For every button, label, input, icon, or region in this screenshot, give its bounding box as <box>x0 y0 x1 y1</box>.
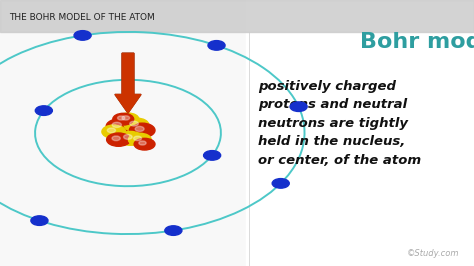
Text: Bohr model: Bohr model <box>360 32 474 52</box>
Circle shape <box>35 106 52 115</box>
Circle shape <box>106 119 133 134</box>
Circle shape <box>118 116 125 120</box>
Circle shape <box>134 138 155 150</box>
Circle shape <box>107 128 116 133</box>
FancyArrow shape <box>115 53 141 113</box>
Circle shape <box>204 151 221 160</box>
Circle shape <box>31 216 48 225</box>
Circle shape <box>74 31 91 40</box>
Circle shape <box>135 126 144 131</box>
Circle shape <box>124 118 149 132</box>
Circle shape <box>118 131 143 145</box>
Circle shape <box>272 178 289 188</box>
Circle shape <box>208 41 225 50</box>
Circle shape <box>139 141 146 145</box>
Circle shape <box>112 122 121 127</box>
Circle shape <box>113 113 134 125</box>
Bar <box>246 0 474 266</box>
Text: THE BOHR MODEL OF THE ATOM: THE BOHR MODEL OF THE ATOM <box>9 13 155 22</box>
Circle shape <box>130 121 138 126</box>
Circle shape <box>134 136 142 141</box>
Text: ©Study.com: ©Study.com <box>407 249 460 258</box>
Circle shape <box>102 125 126 138</box>
Circle shape <box>290 102 307 111</box>
Circle shape <box>107 133 130 146</box>
Circle shape <box>122 116 129 120</box>
Circle shape <box>112 136 120 141</box>
Circle shape <box>124 135 132 139</box>
Bar <box>0 0 246 266</box>
Circle shape <box>128 133 151 146</box>
Circle shape <box>117 113 139 125</box>
Circle shape <box>165 226 182 235</box>
Circle shape <box>129 123 155 138</box>
Bar <box>0 0 474 32</box>
Text: positively charged
protons and neutral
neutrons are tightly
held in the nucleus,: positively charged protons and neutral n… <box>258 80 421 167</box>
